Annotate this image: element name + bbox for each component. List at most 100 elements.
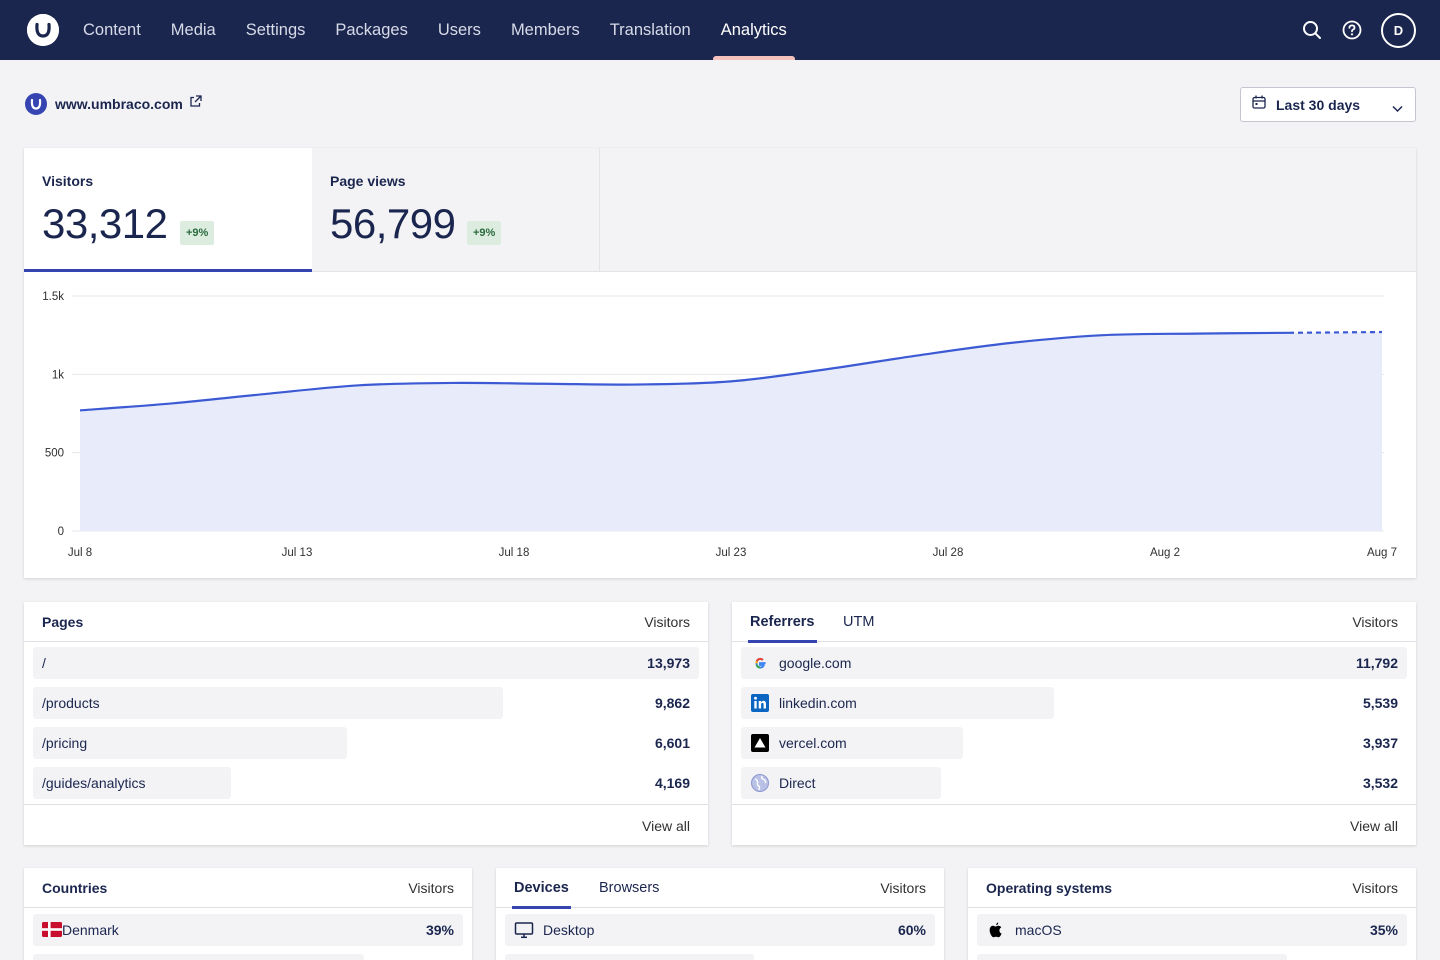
nav-analytics[interactable]: Analytics [706, 0, 802, 60]
external-link-icon[interactable] [189, 95, 202, 113]
vercel-icon [750, 733, 770, 753]
table-row[interactable]: / 13,973 [33, 647, 699, 679]
row-label: macOS [1015, 922, 1062, 938]
umbraco-logo[interactable] [27, 14, 59, 46]
row-label: google.com [779, 655, 852, 671]
pages-panel-footer: View all [24, 804, 708, 845]
tab-utm[interactable]: UTM [843, 614, 875, 630]
row-label: Desktop [543, 922, 595, 938]
row-value: 35% [1369, 922, 1398, 938]
row-value: 60% [897, 922, 926, 938]
pageviews-metric-value: 56,799 [330, 200, 456, 247]
table-row[interactable]: /products 9,862 [33, 687, 699, 719]
row-share-bar [741, 647, 1407, 679]
visitors-metric-label: Visitors [42, 173, 94, 189]
pages-view-all-link[interactable]: View all [642, 818, 690, 834]
visitors-metric-value: 33,312 [42, 200, 168, 247]
x-tick-label: Jul 28 [933, 547, 964, 559]
referrers-panel-footer: View all [732, 804, 1416, 845]
row-value: 4,169 [654, 775, 690, 791]
pageviews-metric-label: Page views [330, 173, 406, 189]
row-share-bar [977, 914, 1407, 946]
table-row[interactable] [33, 954, 463, 960]
date-range-select[interactable]: Last 30 days [1240, 87, 1416, 122]
referrers-column-header: Visitors [1352, 614, 1398, 630]
user-avatar[interactable]: D [1381, 13, 1416, 48]
table-row[interactable]: /pricing 6,601 [33, 727, 699, 759]
pageviews-delta-badge: +9% [467, 221, 502, 245]
site-name[interactable]: www.umbraco.com [55, 96, 183, 112]
table-row[interactable]: vercel.com 3,937 [741, 727, 1407, 759]
row-label: / [42, 655, 46, 671]
site-logo-icon [25, 93, 47, 115]
nav-members[interactable]: Members [510, 20, 580, 39]
row-label: /products [42, 695, 100, 711]
devices-panel-header: Devices Browsers Visitors [496, 868, 944, 909]
row-label: Direct [779, 775, 816, 791]
y-tick-label: 0 [58, 526, 64, 538]
table-row[interactable]: Denmark 39% [33, 914, 463, 946]
devices-panel: Devices Browsers Visitors Desktop 60% [496, 868, 944, 960]
nav-settings[interactable]: Settings [245, 20, 306, 39]
nav-media[interactable]: Media [170, 20, 216, 39]
pageviews-metric-tab[interactable]: Page views 56,799 +9% [312, 148, 599, 272]
table-row[interactable]: /guides/analytics 4,169 [33, 767, 699, 799]
row-share-bar [741, 687, 1055, 719]
traffic-chart-card: Visitors 33,312 +9% Page views 56,799 +9… [24, 148, 1416, 578]
pages-panel: Pages Visitors / 13,973 /products 9,862 … [24, 602, 708, 845]
row-share-bar [33, 687, 504, 719]
series-line [79, 331, 1290, 412]
tab-browsers[interactable]: Browsers [599, 880, 660, 896]
y-tick-label: 1.5k [42, 291, 64, 303]
row-value: 9,862 [654, 695, 690, 711]
x-tick-label: Aug 2 [1150, 547, 1180, 559]
table-row[interactable]: macOS 35% [977, 914, 1407, 946]
row-value: 13,973 [647, 655, 690, 671]
series-area [80, 332, 1382, 531]
google-icon [750, 653, 770, 673]
pages-title: Pages [42, 614, 84, 630]
x-tick-label: Jul 8 [68, 547, 92, 559]
os-column-header: Visitors [1352, 880, 1398, 896]
chevron-down-icon [1392, 100, 1403, 118]
metric-divider [599, 148, 600, 272]
apple-icon [986, 920, 1006, 940]
y-tick-label: 1k [52, 369, 64, 381]
pages-column-header: Visitors [644, 614, 690, 630]
table-row[interactable]: Direct 3,532 [741, 767, 1407, 799]
row-label: /guides/analytics [42, 775, 146, 791]
table-row[interactable] [977, 954, 1407, 960]
visitors-metric-tab[interactable]: Visitors 33,312 +9% [24, 148, 312, 272]
nav-users[interactable]: Users [437, 20, 481, 39]
x-tick-label: Jul 18 [499, 547, 530, 559]
table-row[interactable]: Desktop 60% [505, 914, 935, 946]
site-header: www.umbraco.com [25, 93, 202, 115]
nav-packages[interactable]: Packages [335, 20, 408, 39]
row-share-bar [977, 954, 1287, 960]
metric-tabs: Visitors 33,312 +9% Page views 56,799 +9… [24, 148, 1416, 272]
referrers-panel: Referrers UTM Visitors google.com 11,792… [732, 602, 1416, 845]
help-icon[interactable] [1342, 20, 1362, 45]
table-row[interactable]: linkedin.com 5,539 [741, 687, 1407, 719]
visitors-delta-badge: +9% [180, 221, 215, 245]
countries-panel-header: Countries Visitors [24, 868, 472, 908]
tab-devices[interactable]: Devices [512, 868, 571, 909]
countries-column-header: Visitors [408, 880, 454, 896]
top-navigation-bar: Content Media Settings Packages Users Me… [0, 0, 1440, 60]
countries-title: Countries [42, 880, 108, 896]
pages-panel-header: Pages Visitors [24, 602, 708, 642]
row-share-bar [33, 914, 463, 946]
table-row[interactable]: google.com 11,792 [741, 647, 1407, 679]
os-panel: Operating systems Visitors macOS 35% [968, 868, 1416, 960]
x-tick-label: Jul 13 [282, 547, 313, 559]
visitors-area-chart: 0 500 1k 1.5k Jul 8 Jul 13 Jul 18 Jul 23 Jul 28 A… [42, 291, 1397, 559]
referrers-view-all-link[interactable]: View all [1350, 818, 1398, 834]
nav-content[interactable]: Content [83, 20, 141, 39]
table-row[interactable] [505, 954, 935, 960]
tab-referrers[interactable]: Referrers [748, 602, 816, 643]
nav-translation[interactable]: Translation [609, 20, 691, 39]
desktop-icon [514, 920, 534, 940]
row-share-bar [741, 767, 941, 799]
row-share-bar [741, 727, 964, 759]
search-icon[interactable] [1302, 20, 1322, 45]
